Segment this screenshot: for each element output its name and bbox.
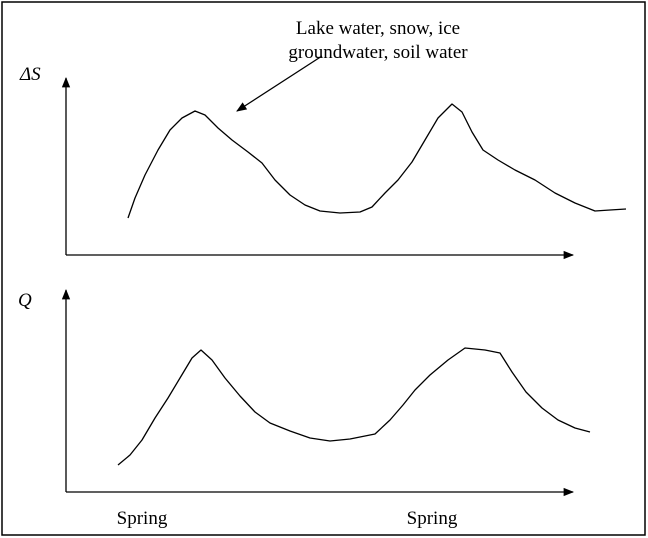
storage-curve — [127, 103, 627, 219]
y-axis-label: Q — [18, 290, 32, 311]
annotation-line: groundwater, soil water — [288, 42, 468, 63]
x-label: Spring — [117, 508, 168, 529]
y-axis-label: ΔS — [19, 64, 41, 85]
annotation-line: Lake water, snow, ice — [296, 18, 460, 39]
x-label: Spring — [407, 508, 458, 529]
discharge-curve — [117, 347, 591, 466]
annotation-arrow — [236, 55, 323, 112]
